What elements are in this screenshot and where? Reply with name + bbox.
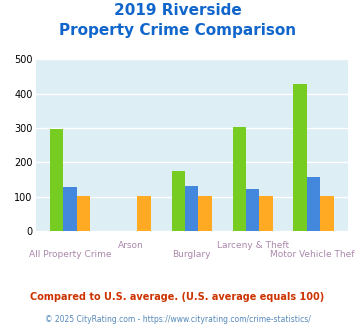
Bar	[77, 196, 90, 231]
Text: 2019 Riverside: 2019 Riverside	[114, 3, 241, 18]
Bar	[246, 189, 260, 231]
Text: Motor Vehicle Theft: Motor Vehicle Theft	[269, 250, 355, 259]
Bar	[307, 177, 320, 231]
Bar	[260, 196, 273, 231]
Bar	[320, 196, 334, 231]
Text: Arson: Arson	[118, 241, 144, 249]
Bar	[171, 171, 185, 231]
Bar	[185, 186, 198, 231]
Bar	[63, 187, 77, 231]
Bar	[198, 196, 212, 231]
Text: Larceny & Theft: Larceny & Theft	[217, 241, 289, 249]
Bar	[233, 127, 246, 231]
Bar	[50, 129, 63, 231]
Text: All Property Crime: All Property Crime	[28, 250, 111, 259]
Text: Property Crime Comparison: Property Crime Comparison	[59, 23, 296, 38]
Text: © 2025 CityRating.com - https://www.cityrating.com/crime-statistics/: © 2025 CityRating.com - https://www.city…	[45, 315, 310, 324]
Text: Burglary: Burglary	[173, 250, 211, 259]
Text: Compared to U.S. average. (U.S. average equals 100): Compared to U.S. average. (U.S. average …	[31, 292, 324, 302]
Bar	[137, 196, 151, 231]
Bar	[294, 84, 307, 231]
